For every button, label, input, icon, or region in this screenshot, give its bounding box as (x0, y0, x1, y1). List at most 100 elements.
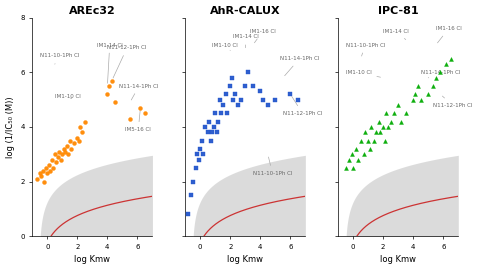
Point (104, 92, 111, 96)
Point (111, 100, 119, 104)
Point (137, 106, 144, 110)
Point (402, 111, 409, 116)
Point (219, 103, 227, 107)
Text: N11-10-1Ph Cl: N11-10-1Ph Cl (346, 43, 385, 56)
Point (372, 130, 380, 135)
Point (411, 92, 419, 96)
Point (222, 92, 229, 96)
Point (71, 141, 78, 146)
Point (387, 119, 395, 124)
Point (213, 130, 221, 135)
Point (432, 76, 440, 80)
Point (366, 147, 373, 151)
Point (436, 70, 444, 75)
Title: IPC-81: IPC-81 (378, 6, 419, 16)
Point (287, 92, 294, 96)
Point (237, 97, 245, 102)
Point (397, 119, 405, 124)
Point (342, 166, 349, 170)
Point (390, 111, 397, 116)
Point (45, 163, 53, 167)
Text: N11-12-1Ph Cl: N11-12-1Ph Cl (108, 45, 147, 78)
Point (54, 155, 61, 159)
Point (208, 130, 216, 135)
X-axis label: log Kmw: log Kmw (74, 255, 110, 264)
Point (63, 144, 71, 148)
Point (241, 84, 249, 88)
Point (264, 103, 272, 107)
Point (443, 62, 450, 66)
Point (361, 130, 369, 135)
Point (294, 97, 302, 102)
Title: AREc32: AREc32 (69, 6, 116, 16)
Point (217, 111, 225, 116)
Point (59, 152, 66, 156)
Point (33, 177, 41, 181)
Text: IM1-14 Cl: IM1-14 Cl (233, 34, 259, 48)
Point (51, 152, 59, 156)
Text: N11-14-1Ph Cl: N11-14-1Ph Cl (421, 70, 460, 78)
Point (364, 139, 372, 143)
Point (210, 125, 217, 129)
Text: N11-10-1Ph Cl: N11-10-1Ph Cl (253, 157, 292, 176)
Point (141, 111, 149, 116)
Point (228, 76, 236, 80)
Point (375, 119, 383, 124)
Point (187, 193, 195, 197)
Point (447, 56, 455, 61)
Point (40, 180, 48, 184)
Point (43, 171, 51, 176)
Y-axis label: log (1/IC₅₀ (M)): log (1/IC₅₀ (M)) (6, 96, 14, 158)
Point (381, 139, 388, 143)
Point (349, 166, 357, 170)
Point (384, 125, 392, 129)
Point (360, 152, 368, 156)
Text: IM1-10 Cl: IM1-10 Cl (346, 70, 381, 77)
Point (184, 212, 192, 217)
Point (75, 139, 83, 143)
Point (244, 70, 252, 75)
Point (345, 158, 352, 162)
Point (56, 149, 63, 154)
Point (231, 92, 239, 96)
Text: N11-10-1Ph Cl: N11-10-1Ph Cl (40, 53, 79, 64)
Text: IM1-14 Cl: IM1-14 Cl (383, 29, 409, 40)
Point (49, 166, 57, 170)
Point (60, 147, 68, 151)
Point (193, 152, 201, 156)
Point (429, 84, 437, 88)
Point (108, 78, 116, 83)
Point (354, 158, 361, 162)
Point (47, 168, 54, 173)
Text: N11-12-1Ph Cl: N11-12-1Ph Cl (283, 97, 322, 116)
Point (126, 117, 134, 121)
Point (52, 160, 60, 165)
Point (376, 130, 384, 135)
Point (37, 174, 45, 178)
Point (357, 139, 364, 143)
Text: N11-14-1Ph Cl: N11-14-1Ph Cl (120, 83, 159, 100)
Point (66, 139, 73, 143)
Text: IM1-14 Cl: IM1-14 Cl (97, 43, 122, 83)
Point (42, 166, 49, 170)
Point (409, 97, 417, 102)
Point (196, 147, 204, 151)
Point (201, 125, 209, 129)
Text: IM1-16 Cl: IM1-16 Cl (436, 26, 462, 43)
Point (73, 136, 81, 140)
Point (249, 84, 257, 88)
Point (348, 152, 356, 156)
Point (76, 125, 84, 129)
Text: IM1-16 Cl: IM1-16 Cl (250, 29, 276, 43)
X-axis label: log Kmw: log Kmw (380, 255, 416, 264)
Text: IM5-16 Cl: IM5-16 Cl (125, 111, 151, 132)
Point (207, 139, 215, 143)
Point (78, 130, 85, 135)
Point (61, 149, 69, 154)
Point (195, 158, 203, 162)
Point (64, 152, 72, 156)
Point (48, 158, 56, 162)
Text: N11-14-1Ph Cl: N11-14-1Ph Cl (280, 56, 319, 76)
Point (189, 180, 196, 184)
Point (57, 158, 65, 162)
